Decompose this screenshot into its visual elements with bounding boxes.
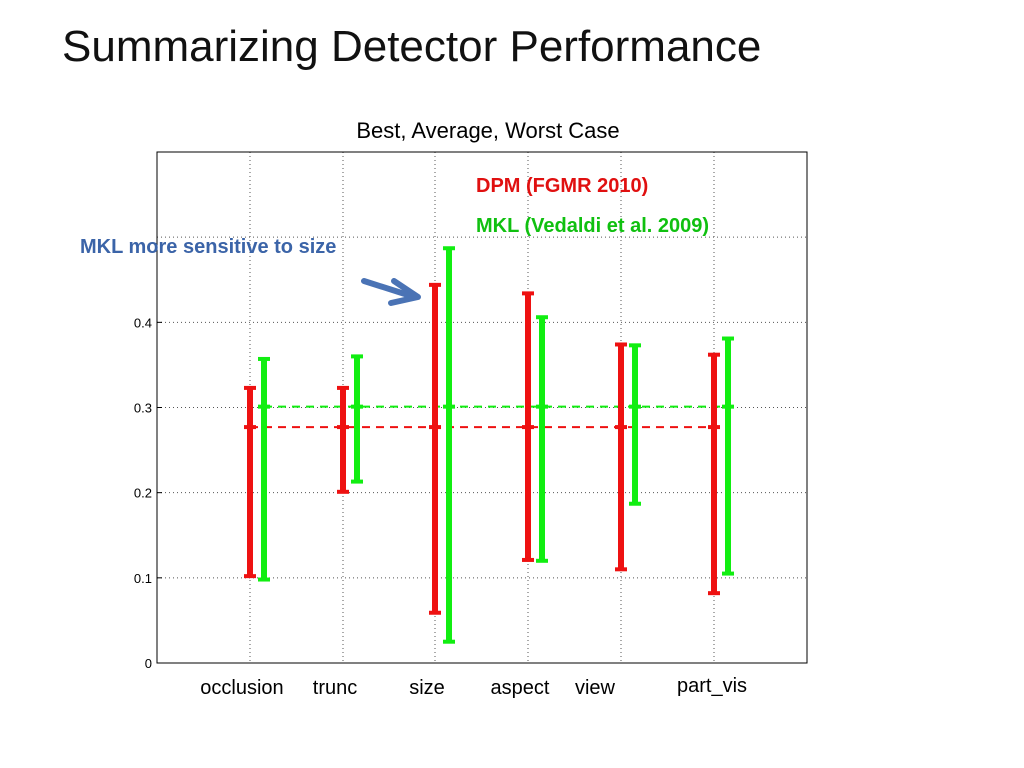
error-bar [722, 336, 734, 576]
y-tick-label: 0 [145, 656, 152, 671]
y-tick-label: 0.4 [134, 315, 152, 330]
error-bar [337, 385, 349, 494]
error-bar [429, 282, 441, 615]
category-label: part_vis [677, 675, 747, 697]
y-tick-label: 0.3 [134, 401, 152, 416]
error-bar [536, 315, 548, 563]
error-bar [708, 352, 720, 596]
annotation-text: MKL more sensitive to size [80, 236, 336, 258]
y-tick-label: 0.1 [134, 571, 152, 586]
y-tick-label: 0.2 [134, 486, 152, 501]
annotation-arrow-icon [361, 278, 421, 306]
error-bar [629, 343, 641, 506]
category-label: aspect [491, 677, 550, 699]
error-bar [351, 354, 363, 484]
chart-title: Best, Average, Worst Case [356, 118, 619, 143]
plot-frame [156, 151, 808, 664]
error-bar [258, 356, 270, 582]
error-bar [443, 246, 455, 644]
category-label: view [575, 677, 616, 699]
error-bar [615, 342, 627, 572]
error-bar [522, 291, 534, 562]
average-lines [250, 405, 728, 429]
category-label: trunc [313, 677, 357, 699]
y-tick-labels: 0 0.1 0.2 0.3 0.4 [134, 315, 162, 671]
category-labels: occlusion trunc size aspect view part_vis [200, 675, 747, 699]
error-bars [244, 246, 734, 644]
category-label: size [409, 677, 445, 699]
slide-title: Summarizing Detector Performance [62, 22, 762, 71]
legend: DPM (FGMR 2010) MKL (Vedaldi et al. 2009… [476, 175, 709, 237]
category-label: occlusion [200, 677, 283, 699]
legend-entry-mkl: MKL (Vedaldi et al. 2009) [476, 215, 709, 237]
legend-entry-dpm: DPM (FGMR 2010) [476, 175, 648, 197]
error-bar [244, 385, 256, 579]
